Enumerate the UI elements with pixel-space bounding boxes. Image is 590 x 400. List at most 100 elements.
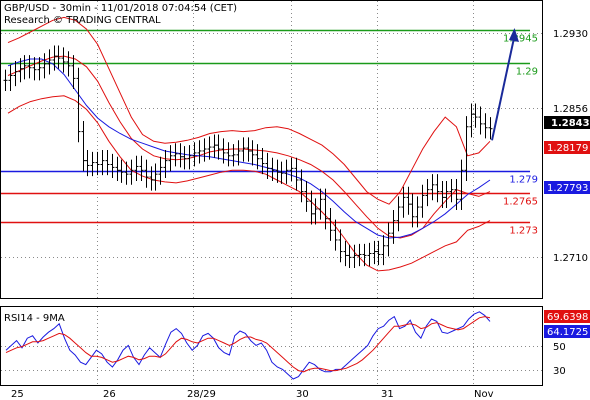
price-bar (347, 244, 352, 269)
price-bar (3, 69, 8, 91)
price-bar (275, 159, 280, 183)
price-bar (221, 138, 226, 164)
price-bar (115, 156, 120, 181)
ma-value-label: 1.27793 (547, 183, 588, 194)
x-tick-label: 28/29 (187, 389, 216, 400)
price-tick-label: 1.2856 (553, 104, 588, 115)
price-bar (309, 190, 314, 225)
price-bar (27, 55, 32, 79)
price-bar (163, 149, 168, 179)
price-bar (178, 143, 183, 168)
price-bar (299, 169, 304, 203)
price-bar (47, 49, 52, 75)
price-bar (338, 229, 343, 263)
price-bar (294, 157, 299, 191)
rsi-tick-label: 50 (553, 342, 566, 353)
price-bar (246, 137, 251, 162)
price-bar (139, 155, 144, 181)
price-bar (90, 151, 95, 177)
price-bar (207, 136, 212, 160)
price-bar (323, 188, 328, 230)
price-bar (464, 116, 469, 181)
rsi-badge: 64.1725 (544, 325, 590, 338)
price-bar (110, 153, 115, 179)
x-tick-label: Nov (474, 389, 494, 400)
level-label: 1.29 (516, 67, 538, 78)
price-bar (265, 152, 270, 180)
price-bar (284, 159, 289, 184)
price-bar (158, 156, 163, 185)
chart-header: GBP/USD - 30min - 11/01/2018 07:04:54 (C… (4, 3, 237, 26)
price-bar (357, 243, 362, 267)
price-bar (420, 184, 425, 218)
price-tick-label: 1.2930 (553, 29, 588, 40)
rsi-line (5, 311, 491, 380)
price-bar (425, 179, 430, 207)
price-bar (85, 149, 90, 177)
price-bar (483, 113, 488, 139)
price-bar (236, 140, 241, 166)
price-bar (459, 159, 464, 210)
rsi-ma-value: 69.6398 (547, 312, 588, 323)
price-bar (410, 193, 415, 228)
price-bar (430, 174, 435, 201)
price-bar (100, 149, 105, 176)
price-bar (343, 240, 348, 267)
price-bar (469, 103, 474, 138)
projection-arrow-head (509, 28, 519, 43)
level-label: 1.2945 (503, 34, 538, 45)
rsi-value: 64.1725 (547, 327, 588, 338)
price-bar (304, 180, 309, 212)
price-tick-label: 1.2710 (553, 253, 588, 264)
ma-badge: 1.27793 (544, 181, 590, 194)
price-bar (187, 145, 192, 170)
price-bar (488, 117, 493, 140)
price-bar (61, 47, 66, 73)
mid-band-badge-bg (544, 141, 590, 154)
rsi-tick-label: 30 (553, 366, 566, 377)
x-axis: 25 26 28/29 30 31 Nov (11, 389, 494, 400)
price-bar (381, 235, 386, 266)
price-bar (197, 140, 202, 164)
price-bar (391, 209, 396, 244)
price-bar (149, 166, 154, 191)
price-bar (216, 134, 221, 160)
projection-arrow-line (491, 37, 515, 141)
last-price-badge-bg (544, 116, 590, 129)
rsi-grid (1, 307, 542, 385)
price-bar (66, 51, 71, 77)
price-bar (173, 143, 178, 167)
last-price-label: 1.2843 (551, 118, 590, 129)
mid-band-badge: 1.28179 (544, 141, 590, 154)
level-label: 1.279 (509, 175, 538, 186)
price-bar (134, 155, 139, 181)
price-panel-frame (0, 0, 543, 299)
price-bar (473, 103, 478, 128)
price-bars (3, 45, 493, 269)
price-bar (367, 242, 372, 267)
price-bar (153, 163, 158, 191)
price-bar (37, 57, 42, 81)
price-bar (124, 161, 129, 185)
price-bar (182, 146, 187, 170)
rsi-badge-bg (544, 325, 590, 338)
price-bar (144, 159, 149, 188)
price-bar (362, 243, 367, 267)
rsi-ma-badge: 69.6398 (544, 310, 590, 323)
x-tick-label: 25 (11, 389, 24, 400)
price-bar (260, 148, 265, 175)
price-bar (318, 188, 323, 220)
price-bar (255, 144, 260, 170)
price-bar (454, 179, 459, 210)
x-tick-label: 30 (296, 389, 309, 400)
ma-badge-bg (544, 181, 590, 194)
price-bar (352, 244, 357, 269)
price-bar (76, 67, 81, 143)
rsi-ma-badge-bg (544, 310, 590, 323)
last-price-badge: 1.2843 (544, 116, 590, 129)
price-bar (270, 157, 275, 181)
price-bar (18, 58, 23, 83)
price-bar (56, 45, 61, 69)
price-bar (105, 149, 110, 176)
level-label: 1.2765 (503, 197, 538, 208)
